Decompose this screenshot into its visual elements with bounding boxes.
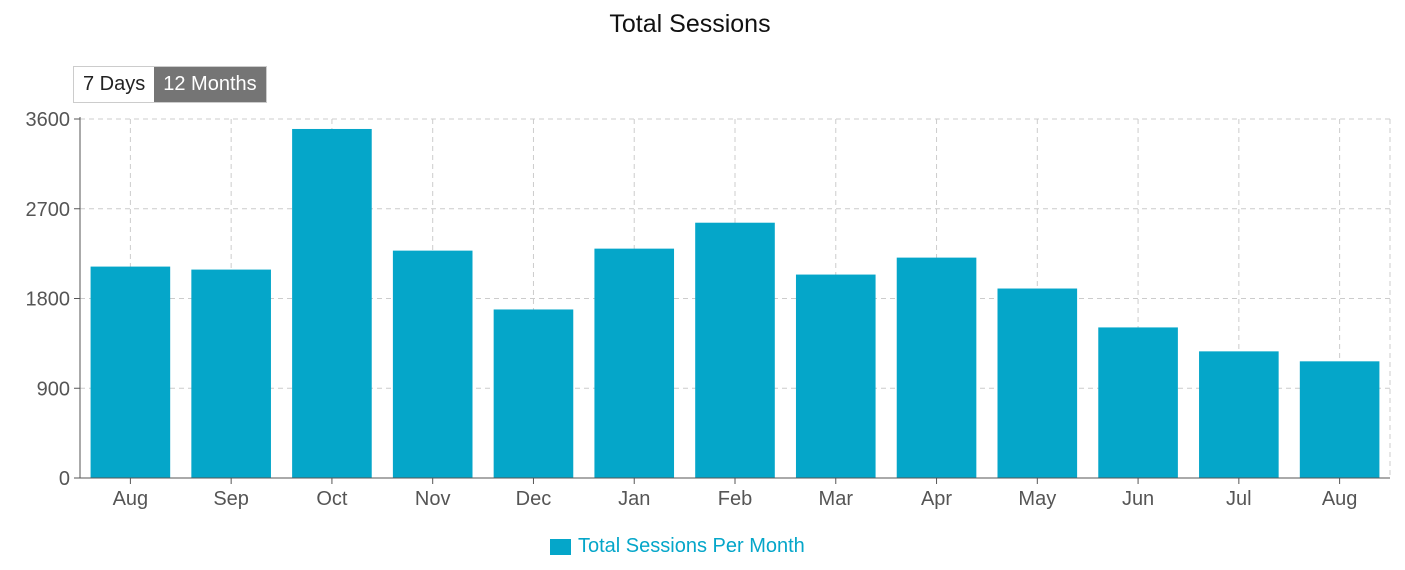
bar [795, 274, 876, 478]
x-tick-label: Jun [1122, 488, 1154, 510]
x-tick-label: Dec [516, 488, 552, 510]
bar [997, 288, 1078, 478]
x-tick-label: Apr [921, 488, 952, 510]
x-tick-label: Nov [415, 488, 451, 510]
x-tick-label: Jul [1226, 488, 1252, 510]
legend[interactable]: Total Sessions Per Month [550, 535, 805, 558]
legend-label: Total Sessions Per Month [578, 535, 805, 557]
bar [1199, 351, 1279, 478]
bar [292, 128, 372, 478]
x-tick-label: Jan [618, 488, 650, 510]
bar [695, 222, 775, 478]
y-tick-label: 0 [59, 468, 70, 490]
range-toggle: 7 Days 12 Months [73, 66, 267, 103]
bar [1098, 327, 1178, 478]
x-tick-label: Aug [1322, 488, 1358, 510]
bar [1299, 361, 1380, 478]
bar [90, 266, 171, 478]
y-tick-label: 1800 [26, 289, 71, 311]
x-tick-label: Mar [819, 488, 854, 510]
x-tick-label: Feb [718, 488, 752, 510]
x-tick-label: Oct [316, 488, 348, 510]
chart-title: Total Sessions [609, 10, 771, 38]
legend-swatch [550, 538, 571, 555]
x-tick-label: May [1018, 488, 1056, 510]
twelve-months-button[interactable]: 12 Months [154, 67, 266, 102]
x-tick-label: Aug [113, 488, 149, 510]
bar [392, 250, 473, 478]
y-tick-label: 3600 [26, 109, 71, 131]
x-tick-label: Sep [213, 488, 249, 510]
bar [191, 269, 271, 478]
y-tick-label: 900 [37, 378, 70, 400]
bar [493, 309, 574, 478]
seven-days-button[interactable]: 7 Days [74, 67, 155, 102]
bar [594, 248, 675, 478]
y-tick-label: 2700 [26, 199, 71, 221]
bar [896, 257, 977, 478]
